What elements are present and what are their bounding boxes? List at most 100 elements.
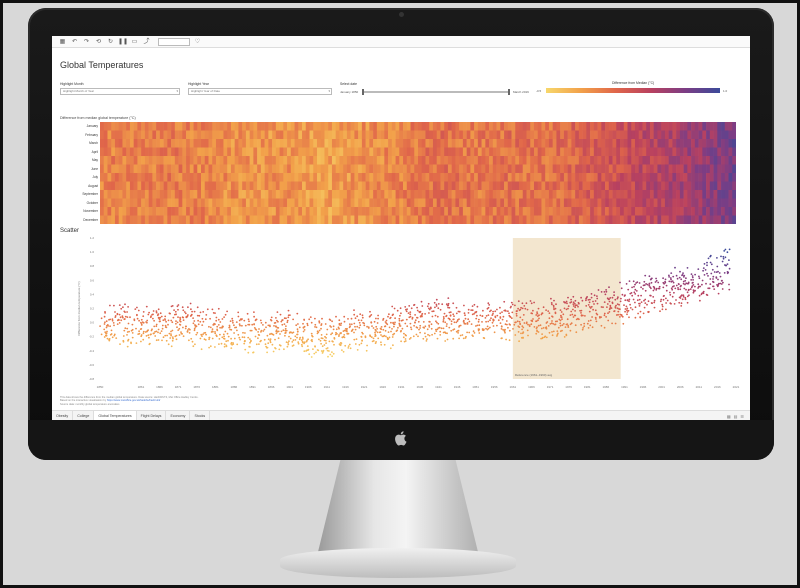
heatmap-cell (552, 173, 557, 182)
heatmap-cell (661, 156, 666, 165)
zoom-select[interactable] (158, 37, 190, 46)
heatmap-cell (245, 198, 250, 208)
heatmap-cell (144, 130, 149, 140)
heatmap-cell (201, 215, 206, 224)
scatter-point (527, 323, 529, 326)
heatmap-cell (403, 190, 408, 199)
scatter-point (179, 318, 182, 321)
date-slider-end-handle[interactable] (508, 89, 510, 95)
heatmap-cell (272, 139, 277, 148)
x-tick-label: 1996 (640, 385, 647, 389)
filter-year-dropdown[interactable]: Highlight Year of Date (188, 88, 332, 95)
sheet-tab[interactable]: Global Temperatures (94, 411, 137, 420)
sheet-tab[interactable]: Obesity (52, 411, 74, 420)
footnote-link[interactable]: https://www.metoffice.gov.uk/hadobs/hadc… (106, 399, 161, 403)
heatmap-cell (421, 164, 426, 174)
scatter-point (553, 308, 555, 311)
heatmap-cell (597, 173, 602, 182)
scatter-point (260, 331, 262, 333)
scatter-point (678, 296, 681, 299)
heatmap-cell (552, 164, 557, 174)
scatter-title: Scatter (60, 228, 80, 234)
scatter-point (690, 286, 693, 289)
scatter-point (497, 319, 500, 322)
heatmap[interactable] (100, 122, 736, 224)
heatmap-cell (440, 190, 445, 199)
heatmap-cell (358, 164, 363, 174)
undo-icon[interactable]: ↶ (71, 38, 78, 45)
heatmap-cell (275, 156, 280, 165)
date-slider-start-handle[interactable] (362, 89, 364, 95)
grid-icon[interactable]: ▦ (59, 38, 66, 45)
redo-icon[interactable]: ↷ (83, 38, 90, 45)
scatter-point (634, 288, 637, 291)
scatter-point (421, 305, 424, 307)
sheet-tab[interactable]: Stocks (190, 411, 211, 420)
scatter-point (134, 308, 137, 310)
refresh-icon[interactable]: ↻ (107, 38, 114, 45)
sheet-tab[interactable]: Flight Delays (137, 411, 167, 420)
grid-view-icon[interactable]: ▦ (726, 413, 731, 419)
date-slider[interactable] (362, 91, 510, 93)
revert-icon[interactable]: ⟲ (95, 38, 102, 45)
heatmap-cell (571, 122, 576, 131)
scatter-point (300, 343, 303, 346)
scatter-point (659, 300, 662, 303)
list-view-icon[interactable]: ☰ (740, 413, 744, 419)
heatmap-cell (672, 173, 677, 182)
heatmap-cell (126, 215, 131, 224)
heatmap-cell (302, 190, 307, 199)
sheet-tab[interactable]: Economy (166, 411, 191, 420)
scatter-point (430, 307, 432, 310)
scatter-point (311, 335, 314, 338)
scatter-point (217, 324, 220, 326)
scatter-point (500, 328, 503, 330)
scatter-point (294, 339, 297, 341)
present-icon[interactable]: ▭ (131, 38, 138, 45)
sheet-tab[interactable]: College (73, 411, 95, 420)
scatter-point (550, 322, 553, 325)
scatter-point (147, 334, 150, 337)
heatmap-cell (242, 130, 247, 140)
scatter-point (157, 331, 159, 334)
filter-month-dropdown[interactable]: Highlight Month of Year (60, 88, 180, 95)
scatter-point (188, 339, 190, 342)
scatter-point (157, 339, 160, 341)
scatter-point (445, 314, 448, 317)
heatmap-cell (223, 139, 228, 148)
heart-icon[interactable]: ♡ (194, 38, 201, 45)
heatmap-cell (410, 173, 415, 182)
scatter-plot[interactable]: Reference (1961–1990) avg1.21.00.80.60.4… (60, 234, 744, 394)
scatter-point (551, 316, 554, 318)
share-icon[interactable]: ⤴ (143, 38, 150, 45)
scatter-point (419, 327, 421, 329)
heatmap-cell (373, 156, 378, 165)
pause-icon[interactable]: ❚❚ (118, 38, 129, 45)
scatter-point (511, 311, 514, 314)
filmstrip-icon[interactable]: ▤ (733, 413, 738, 419)
heatmap-cell (384, 173, 389, 182)
heatmap-cell (380, 181, 385, 191)
heatmap-cell (376, 207, 381, 216)
scatter-point (687, 288, 690, 291)
heatmap-cell (563, 181, 568, 191)
scatter-point (472, 330, 475, 333)
heatmap-cell (687, 130, 692, 140)
scatter-point (643, 284, 646, 287)
heatmap-cell (724, 215, 729, 224)
heatmap-cell (620, 198, 625, 208)
heatmap-cell (122, 190, 127, 199)
heatmap-cell (567, 139, 572, 148)
heatmap-cell (489, 122, 494, 131)
scatter-point (358, 321, 361, 324)
heatmap-cell (133, 156, 138, 165)
heatmap-cell (421, 130, 426, 140)
scatter-point (362, 332, 364, 335)
scatter-point (287, 309, 290, 312)
scatter-point (505, 320, 508, 322)
heatmap-cell (358, 190, 363, 199)
heatmap-cell (111, 181, 116, 191)
scatter-point (448, 326, 451, 329)
scatter-point (491, 314, 494, 316)
heatmap-cell (492, 198, 497, 208)
